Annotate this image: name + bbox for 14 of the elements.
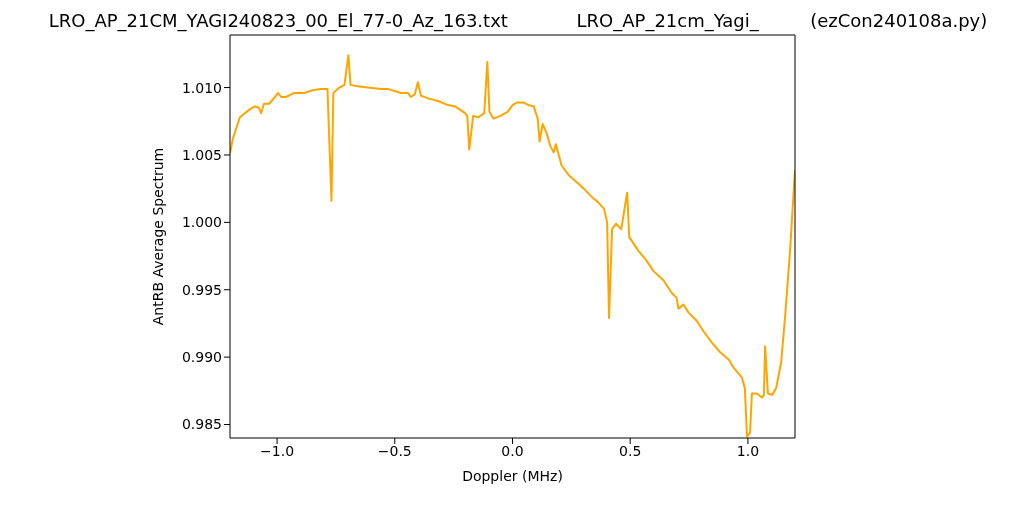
y-tick-label: 0.985: [181, 416, 222, 433]
y-tick-label: 1.010: [181, 79, 222, 96]
x-tick-label: 0.0: [501, 442, 524, 459]
y-axis-title: AntRB Average Spectrum: [149, 147, 166, 326]
x-tick-label: 0.5: [619, 442, 642, 459]
y-tick-label: 0.995: [181, 281, 222, 298]
chart-title: LRO_AP_21CM_YAGI240823_00_El_77-0_Az_163.txt LRO_AP_21cm_Yagi_ (ezCon240108a.py): [47, 10, 989, 31]
x-tick-label: 1.0: [736, 442, 760, 459]
y-tick-label: 1.005: [181, 146, 222, 163]
x-tick-label: −0.5: [377, 442, 412, 459]
y-tick-label: 1.000: [181, 214, 222, 231]
x-tick-label: −1.0: [260, 442, 295, 459]
y-tick-label: 0.990: [181, 349, 222, 366]
x-axis-title: Doppler (MHz): [462, 468, 563, 484]
